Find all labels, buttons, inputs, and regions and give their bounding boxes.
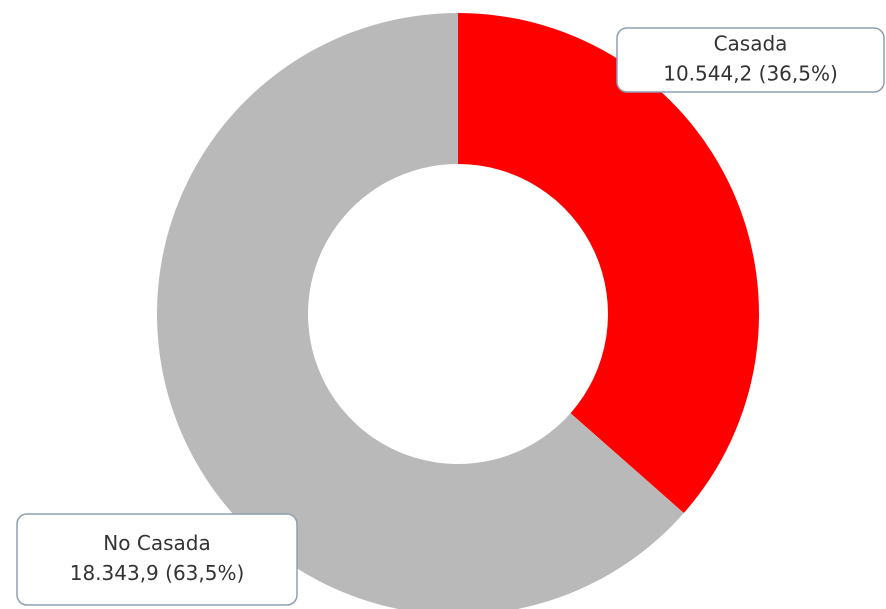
category-label: No Casada xyxy=(103,531,210,555)
donut-segment xyxy=(157,13,684,609)
value-label: 10.544,2 (36,5%) xyxy=(663,62,838,86)
category-label: Casada xyxy=(714,32,788,56)
label-box xyxy=(16,513,298,606)
donut-segment xyxy=(458,13,759,514)
value-label: 18.343,9 (63,5%) xyxy=(70,561,245,585)
label-box xyxy=(616,27,885,93)
